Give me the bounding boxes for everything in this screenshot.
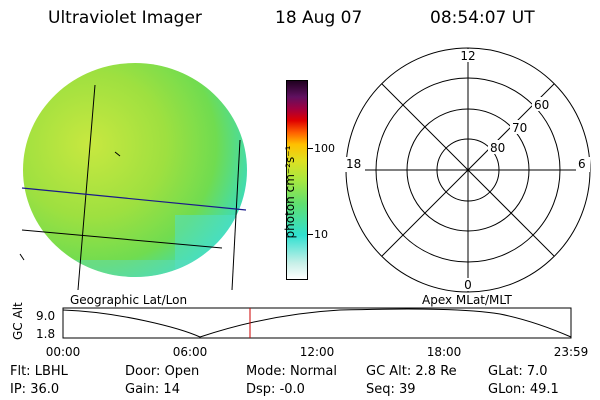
xtick-0600: 06:00: [173, 345, 208, 359]
xtick-2359: 23:59: [554, 345, 589, 359]
date-label: 18 Aug 07: [275, 8, 363, 28]
mlt-label-6: 6: [578, 157, 586, 171]
mlt-label-18: 18: [346, 157, 361, 171]
xtick-1200: 12:00: [300, 345, 335, 359]
status-glon: GLon: 49.1: [488, 382, 559, 397]
longitude-line-2: [231, 139, 241, 291]
xtick-0000: 00:00: [46, 345, 81, 359]
status-gain: Gain: 14: [125, 382, 180, 397]
xtick-1800: 18:00: [427, 345, 462, 359]
altitude-plot: 9.0 1.8 GC Alt 00:00 06:00 12:00 18:00 2…: [11, 302, 589, 359]
colorbar-tick-10: 10: [314, 228, 328, 241]
longitude-line-1: [77, 84, 96, 291]
polar-plot: 12 18 6 0 60 70 80: [343, 47, 591, 293]
time-label: 08:54:07 UT: [430, 8, 535, 28]
mlt-label-12: 12: [460, 49, 475, 63]
status-mode: Mode: Normal: [246, 364, 337, 379]
altitude-ylabel: GC Alt: [11, 302, 25, 340]
colorbar-tick-100: 100: [314, 142, 335, 155]
ytick-9: 9.0: [36, 309, 55, 323]
status-glat: GLat: 7.0: [488, 364, 548, 379]
altitude-plot-frame: [62, 307, 572, 339]
altitude-curve: [62, 308, 572, 338]
ytick-1-8: 1.8: [36, 327, 55, 341]
latitude-line-2: [21, 229, 223, 249]
uv-image: [19, 63, 247, 291]
colorbar: [286, 80, 308, 280]
status-ip: IP: 36.0: [10, 382, 60, 397]
apex-label: Apex MLat/MLT: [422, 293, 512, 307]
status-seq: Seq: 39: [366, 382, 416, 397]
colorbar-unit-label: photon cm⁻²s⁻¹: [283, 145, 297, 239]
colorbar-tick: [308, 148, 313, 149]
mlt-label-0: 0: [464, 278, 472, 292]
latitude-line-1: [21, 187, 247, 211]
status-gc-alt: GC Alt: 2.8 Re: [366, 364, 457, 379]
status-filter: Flt: LBHL: [10, 364, 68, 379]
geographic-label: Geographic Lat/Lon: [70, 293, 188, 307]
mlat-label-60: 60: [534, 98, 549, 112]
colorbar-tick: [308, 234, 313, 235]
mlat-label-70: 70: [512, 121, 527, 135]
status-door: Door: Open: [125, 364, 200, 379]
mlat-label-80: 80: [490, 141, 505, 155]
instrument-title: Ultraviolet Imager: [48, 8, 202, 28]
status-dsp: Dsp: -0.0: [246, 382, 305, 397]
